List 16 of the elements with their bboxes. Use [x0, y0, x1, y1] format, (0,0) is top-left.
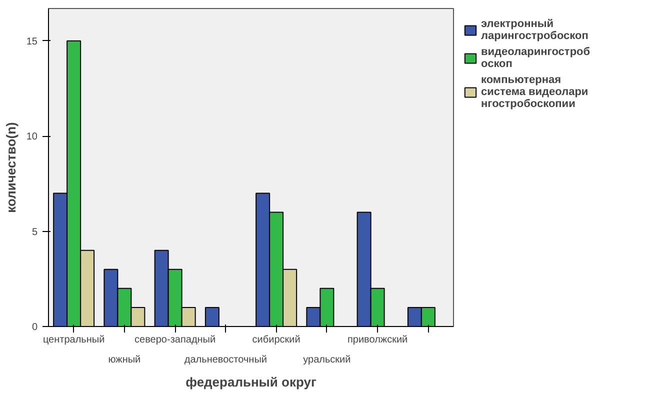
x-axis-title: федеральный округ — [186, 374, 317, 390]
y-tick-label: 10 — [26, 132, 38, 143]
x-tick-label: центральный — [42, 334, 105, 346]
legend-label: видеоларингостробоскоп — [481, 46, 590, 70]
y-tick-label: 15 — [26, 36, 38, 48]
x-tick-label: северо-западный — [134, 334, 216, 346]
x-tick-label: дальневосточный — [184, 354, 267, 366]
x-tick-label: южный — [108, 354, 141, 366]
legend-label: компьютерная система видеоларингостробоскопии — [481, 74, 588, 110]
y-axis-title: количество(n) — [3, 122, 18, 213]
legend-label: электронный ларингостробоскоп — [481, 18, 588, 42]
y-tick-label: 5 — [32, 226, 38, 238]
x-tick-label: приволжский — [347, 334, 408, 346]
x-tick-label: уральский — [303, 354, 351, 366]
x-tick-label: сибирский — [252, 334, 300, 346]
y-tick-label: 0 — [32, 322, 38, 333]
